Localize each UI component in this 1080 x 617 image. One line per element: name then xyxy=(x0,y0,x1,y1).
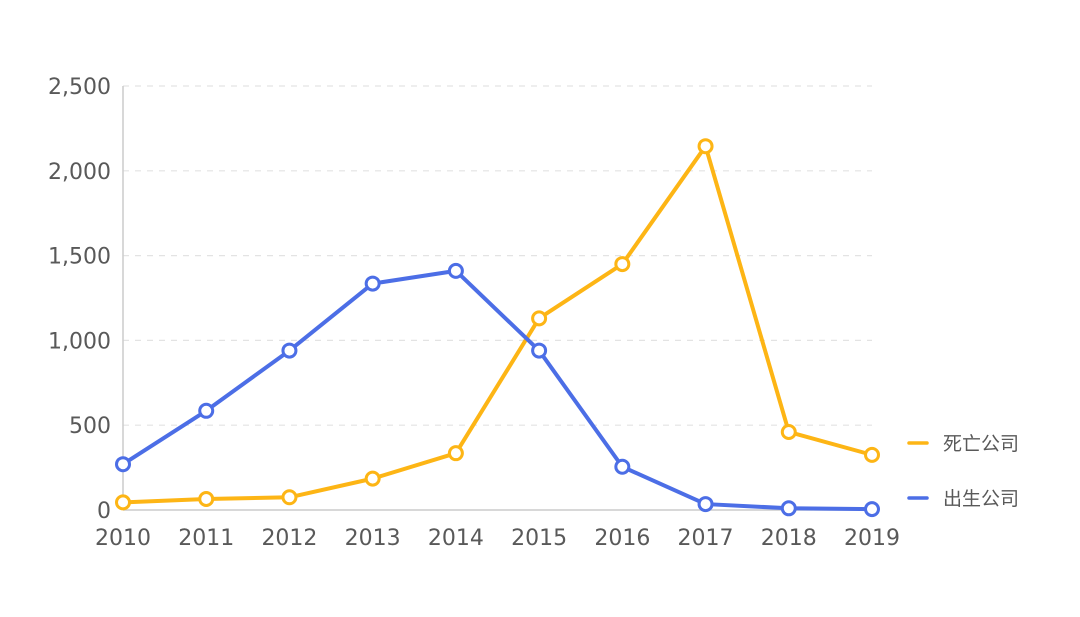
y-tick-label: 2,000 xyxy=(48,160,111,185)
x-tick-label: 2010 xyxy=(95,526,151,551)
x-tick-label: 2012 xyxy=(261,526,317,551)
y-tick-label: 500 xyxy=(69,414,111,439)
x-tick-label: 2019 xyxy=(844,526,900,551)
x-tick-label: 2011 xyxy=(178,526,234,551)
legend-item: 死亡公司 xyxy=(907,433,1019,455)
y-tick-label: 1,500 xyxy=(48,245,111,270)
data-point xyxy=(531,310,548,327)
data-point xyxy=(115,494,131,511)
data-point xyxy=(447,445,464,462)
x-tick-label: 2016 xyxy=(594,526,650,551)
series-line xyxy=(121,268,874,512)
x-tick-label: 2018 xyxy=(761,526,817,551)
data-point xyxy=(281,342,298,359)
data-point xyxy=(697,138,714,155)
data-point xyxy=(697,496,714,513)
x-tick-label: 2017 xyxy=(678,526,734,551)
data-point xyxy=(864,446,880,463)
data-point xyxy=(531,342,548,359)
y-tick-label: 2,500 xyxy=(48,75,111,100)
x-tick-label: 2015 xyxy=(511,526,567,551)
axes xyxy=(122,86,872,511)
data-point xyxy=(614,256,631,273)
series-1 xyxy=(115,138,880,511)
x-tick-label: 2013 xyxy=(345,526,401,551)
data-point xyxy=(447,262,464,279)
data-point xyxy=(780,423,797,440)
series-line xyxy=(121,144,874,505)
legend-label: 出生公司 xyxy=(943,488,1019,510)
data-point xyxy=(364,275,381,292)
y-tick-label: 1,000 xyxy=(48,329,111,354)
data-point xyxy=(614,458,631,475)
grid-lines xyxy=(123,85,872,426)
data-point xyxy=(780,500,797,517)
y-tick-label: 0 xyxy=(97,499,111,524)
x-axis-ticks: 2010 2011 2012 2013 2014 2015 2016 2017 2018 2019 xyxy=(95,526,900,551)
data-point xyxy=(281,489,298,506)
data-point xyxy=(364,470,381,487)
data-point xyxy=(115,456,131,473)
data-point xyxy=(864,501,880,518)
series-layer xyxy=(115,138,880,518)
legend-item: 出生公司 xyxy=(907,488,1019,510)
y-axis-ticks: 0 500 1,000 1,500 2,000 2,500 xyxy=(48,75,111,524)
data-point xyxy=(198,490,215,507)
series-2 xyxy=(115,262,880,518)
data-point xyxy=(198,402,215,419)
x-tick-label: 2014 xyxy=(428,526,484,551)
legend-label: 死亡公司 xyxy=(943,433,1019,455)
